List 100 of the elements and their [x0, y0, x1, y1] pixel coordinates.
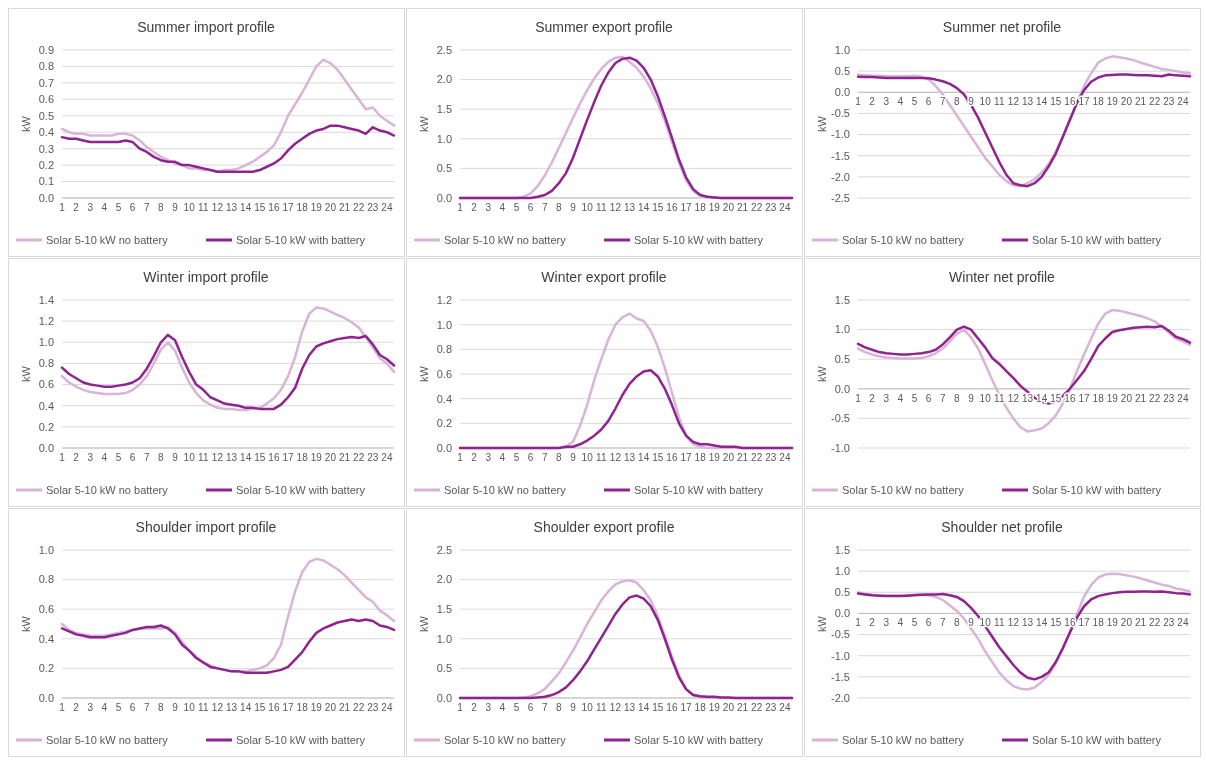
x-tick-label: 14: [1036, 96, 1048, 108]
x-tick-label: 8: [556, 202, 563, 213]
chart-title: Shoulder net profile: [941, 519, 1063, 535]
x-tick-label: 16: [666, 202, 678, 213]
y-tick-label: 1.4: [38, 293, 54, 306]
x-tick-label: 8: [158, 202, 165, 213]
y-tick-label: 0.6: [38, 603, 54, 616]
x-tick-label: 19: [310, 202, 323, 213]
x-tick-label: 5: [911, 392, 918, 404]
x-tick-label: 4: [897, 96, 904, 108]
x-tick-label: 13: [623, 452, 636, 463]
x-tick-label: 1: [59, 202, 66, 213]
y-tick-label: 0.0: [834, 607, 850, 620]
x-tick-label: 11: [198, 702, 209, 713]
x-tick-label: 10: [979, 392, 992, 404]
x-tick-label: 17: [282, 702, 295, 713]
y-tick-label: 0.8: [38, 357, 54, 370]
y-tick-label: 0.4: [38, 126, 54, 139]
y-tick-label: 1.5: [436, 103, 452, 116]
x-tick-label: 19: [708, 702, 721, 713]
x-tick-label: 4: [897, 392, 904, 404]
x-tick-label: 21: [736, 702, 749, 713]
x-tick-label: 2: [471, 202, 478, 213]
x-tick-label: 18: [1092, 96, 1105, 108]
x-tick-label: 12: [1007, 617, 1020, 629]
x-tick-label: 6: [527, 452, 534, 463]
x-tick-label: 24: [1177, 392, 1189, 404]
x-tick-label: 23: [765, 702, 777, 713]
x-tick-label: 7: [939, 96, 946, 108]
y-tick-label: -2.5: [831, 191, 850, 204]
x-tick-label: 11: [994, 617, 1005, 629]
x-tick-label: 22: [353, 702, 365, 713]
y-tick-label: 1.0: [38, 336, 54, 349]
x-tick-label: 21: [736, 202, 749, 213]
x-tick-label: 19: [708, 452, 721, 463]
y-tick-label: -1.5: [831, 670, 850, 683]
x-tick-label: 20: [1120, 617, 1133, 629]
x-tick-label: 14: [638, 702, 650, 713]
x-tick-label: 22: [353, 202, 365, 213]
x-tick-label: 5: [513, 702, 520, 713]
y-tick-label: 0.6: [436, 367, 452, 380]
x-tick-label: 22: [1149, 392, 1161, 404]
x-tick-label: 24: [1177, 96, 1189, 108]
x-tick-label: 13: [225, 452, 238, 463]
y-axis-title: kW: [418, 615, 430, 632]
x-tick-label: 9: [570, 452, 577, 463]
x-tick-label: 2: [471, 702, 478, 713]
x-tick-label: 17: [680, 702, 693, 713]
x-tick-label: 20: [722, 452, 735, 463]
y-tick-label: 0.1: [38, 175, 54, 188]
x-tick-label: 16: [1064, 392, 1076, 404]
x-tick-label: 21: [338, 202, 351, 213]
x-tick-label: 12: [1007, 392, 1020, 404]
x-tick-label: 6: [129, 202, 136, 213]
legend-label: Solar 5-10 kW no battery: [444, 483, 567, 496]
y-tick-label: 0.8: [436, 343, 452, 356]
y-tick-label: -1.0: [831, 441, 850, 454]
y-tick-label: 0.0: [38, 691, 54, 704]
x-tick-label: 10: [183, 702, 196, 713]
x-tick-label: 19: [708, 202, 721, 213]
y-tick-label: -0.5: [831, 628, 850, 641]
x-tick-label: 4: [499, 452, 506, 463]
x-tick-label: 20: [722, 702, 735, 713]
y-axis-title: kW: [418, 115, 430, 132]
x-tick-label: 20: [1120, 96, 1133, 108]
legend-label: Solar 5-10 kW no battery: [842, 733, 965, 746]
legend-label: Solar 5-10 kW no battery: [842, 483, 965, 496]
y-tick-label: 0.9: [38, 43, 54, 56]
y-tick-label: 0.2: [436, 417, 452, 430]
legend-label: Solar 5-10 kW no battery: [46, 233, 169, 246]
x-tick-label: 24: [1177, 617, 1189, 629]
y-tick-label: 0.4: [436, 392, 452, 405]
y-tick-label: 1.0: [436, 132, 452, 145]
y-axis-title: kW: [20, 615, 32, 632]
x-tick-label: 1: [59, 452, 66, 463]
x-tick-label: 24: [779, 452, 791, 463]
x-tick-label: 3: [883, 617, 890, 629]
x-tick-label: 21: [1134, 392, 1147, 404]
x-tick-label: 9: [172, 452, 179, 463]
x-tick-label: 14: [240, 452, 252, 463]
y-tick-label: 0.7: [38, 76, 54, 89]
x-tick-label: 20: [324, 452, 337, 463]
x-tick-label: 14: [240, 702, 252, 713]
x-tick-label: 7: [939, 392, 946, 404]
y-tick-label: 0.2: [38, 420, 54, 433]
x-tick-label: 13: [225, 202, 238, 213]
x-tick-label: 4: [897, 617, 904, 629]
y-tick-label: 0.6: [38, 93, 54, 106]
x-tick-label: 2: [73, 452, 80, 463]
x-tick-label: 23: [367, 202, 379, 213]
chart-title: Summer import profile: [137, 19, 276, 35]
x-tick-label: 4: [499, 702, 506, 713]
x-tick-label: 5: [513, 452, 520, 463]
x-tick-label: 15: [1050, 617, 1062, 629]
x-tick-label: 6: [527, 702, 534, 713]
x-tick-label: 5: [115, 702, 122, 713]
x-tick-label: 10: [183, 452, 196, 463]
x-tick-label: 23: [1163, 392, 1175, 404]
x-tick-label: 7: [143, 452, 150, 463]
x-tick-label: 19: [1106, 96, 1119, 108]
